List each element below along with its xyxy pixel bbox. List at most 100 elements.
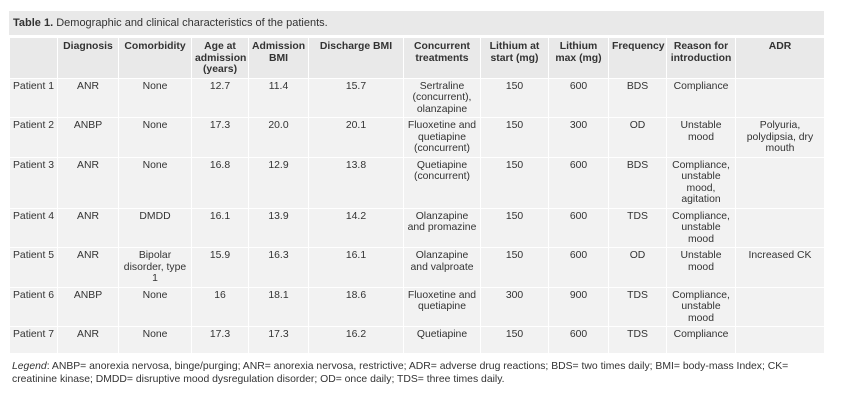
caption-text: Demographic and clinical characteristics… xyxy=(56,17,328,29)
table-legend: Legend: ANBP= anorexia nervosa, binge/pu… xyxy=(9,361,824,386)
cell-diagnosis: ANR xyxy=(57,207,119,248)
table-row: Patient 4 ANR DMDD 16.1 13.9 14.2 Olanza… xyxy=(9,207,825,248)
cell-admission-bmi: 17.3 xyxy=(248,326,309,354)
col-header-lithium-max: Lithium max (mg) xyxy=(548,37,609,79)
cell-reason: Compliance xyxy=(666,77,736,118)
cell-discharge-bmi: 15.7 xyxy=(308,77,404,118)
table-row: Patient 5 ANR Bipolar disorder, type 1 1… xyxy=(9,247,825,288)
cell-comorbidity: Bipolar disorder, type 1 xyxy=(118,247,192,288)
caption-label: Table 1. xyxy=(13,17,54,29)
cell-concurrent-treatments: Quetiapine xyxy=(403,326,481,354)
cell-patient: Patient 6 xyxy=(9,286,58,327)
cell-reason: Unstable mood xyxy=(666,117,736,158)
cell-adr: Increased CK xyxy=(735,247,825,288)
cell-adr: Polyuria, polydipsia, dry mouth xyxy=(735,117,825,158)
cell-patient: Patient 4 xyxy=(9,207,58,248)
cell-lithium-start: 300 xyxy=(480,286,549,327)
col-header-lithium-start: Lithium at start (mg) xyxy=(480,37,549,79)
legend-text: : ANBP= anorexia nervosa, binge/purging;… xyxy=(12,361,789,385)
cell-patient: Patient 2 xyxy=(9,117,58,158)
cell-concurrent-treatments: Fluoxetine and quetiapine xyxy=(403,286,481,327)
cell-age: 15.9 xyxy=(191,247,249,288)
cell-frequency: TDS xyxy=(608,207,667,248)
cell-lithium-max: 600 xyxy=(548,77,609,118)
cell-admission-bmi: 18.1 xyxy=(248,286,309,327)
col-header-frequency: Frequency xyxy=(608,37,667,79)
cell-frequency: TDS xyxy=(608,326,667,354)
header-row: Diagnosis Comorbidity Age at admission (… xyxy=(9,37,825,79)
cell-reason: Compliance, unstable mood xyxy=(666,286,736,327)
cell-reason: Compliance, unstable mood xyxy=(666,207,736,248)
col-header-concurrent-treatments: Concurrent treatments xyxy=(403,37,481,79)
cell-admission-bmi: 16.3 xyxy=(248,247,309,288)
cell-adr xyxy=(735,207,825,248)
cell-diagnosis: ANR xyxy=(57,156,119,209)
cell-diagnosis: ANBP xyxy=(57,286,119,327)
table-row: Patient 3 ANR None 16.8 12.9 13.8 Quetia… xyxy=(9,156,825,209)
cell-adr xyxy=(735,286,825,327)
cell-lithium-start: 150 xyxy=(480,77,549,118)
cell-discharge-bmi: 20.1 xyxy=(308,117,404,158)
cell-adr xyxy=(735,156,825,209)
cell-diagnosis: ANR xyxy=(57,326,119,354)
cell-adr xyxy=(735,77,825,118)
cell-adr xyxy=(735,326,825,354)
cell-age: 17.3 xyxy=(191,326,249,354)
col-header-diagnosis: Diagnosis xyxy=(57,37,119,79)
cell-frequency: TDS xyxy=(608,286,667,327)
cell-admission-bmi: 11.4 xyxy=(248,77,309,118)
col-header-patient xyxy=(9,37,58,79)
cell-discharge-bmi: 18.6 xyxy=(308,286,404,327)
cell-discharge-bmi: 16.2 xyxy=(308,326,404,354)
cell-diagnosis: ANR xyxy=(57,77,119,118)
cell-frequency: BDS xyxy=(608,77,667,118)
cell-lithium-start: 150 xyxy=(480,247,549,288)
cell-diagnosis: ANR xyxy=(57,247,119,288)
cell-comorbidity: DMDD xyxy=(118,207,192,248)
cell-age: 16.1 xyxy=(191,207,249,248)
cell-admission-bmi: 12.9 xyxy=(248,156,309,209)
cell-comorbidity: None xyxy=(118,77,192,118)
cell-concurrent-treatments: Olanzapine and promazine xyxy=(403,207,481,248)
cell-diagnosis: ANBP xyxy=(57,117,119,158)
cell-lithium-max: 600 xyxy=(548,156,609,209)
cell-admission-bmi: 13.9 xyxy=(248,207,309,248)
legend-label: Legend xyxy=(12,361,47,372)
cell-patient: Patient 5 xyxy=(9,247,58,288)
patients-table: Diagnosis Comorbidity Age at admission (… xyxy=(9,37,825,354)
cell-concurrent-treatments: Fluoxetine and quetiapine (concurrent) xyxy=(403,117,481,158)
cell-lithium-start: 150 xyxy=(480,156,549,209)
cell-lithium-start: 150 xyxy=(480,117,549,158)
cell-concurrent-treatments: Sertraline (concurrent), olanzapine xyxy=(403,77,481,118)
cell-comorbidity: None xyxy=(118,117,192,158)
cell-lithium-max: 300 xyxy=(548,117,609,158)
table-row: Patient 2 ANBP None 17.3 20.0 20.1 Fluox… xyxy=(9,117,825,158)
cell-lithium-max: 600 xyxy=(548,247,609,288)
table-row: Patient 6 ANBP None 16 18.1 18.6 Fluoxet… xyxy=(9,286,825,327)
cell-reason: Compliance xyxy=(666,326,736,354)
cell-reason: Unstable mood xyxy=(666,247,736,288)
cell-patient: Patient 1 xyxy=(9,77,58,118)
col-header-discharge-bmi: Discharge BMI xyxy=(308,37,404,79)
cell-admission-bmi: 20.0 xyxy=(248,117,309,158)
cell-patient: Patient 3 xyxy=(9,156,58,209)
cell-discharge-bmi: 16.1 xyxy=(308,247,404,288)
table-figure: Table 1. Demographic and clinical charac… xyxy=(9,11,825,386)
cell-discharge-bmi: 14.2 xyxy=(308,207,404,248)
cell-discharge-bmi: 13.8 xyxy=(308,156,404,209)
table-row: Patient 1 ANR None 12.7 11.4 15.7 Sertra… xyxy=(9,77,825,118)
cell-reason: Compliance, unstable mood, agitation xyxy=(666,156,736,209)
col-header-adr: ADR xyxy=(735,37,825,79)
col-header-comorbidity: Comorbidity xyxy=(118,37,192,79)
cell-patient: Patient 7 xyxy=(9,326,58,354)
col-header-admission-bmi: Admission BMI xyxy=(248,37,309,79)
cell-age: 16 xyxy=(191,286,249,327)
table-caption: Table 1. Demographic and clinical charac… xyxy=(9,11,824,37)
cell-age: 16.8 xyxy=(191,156,249,209)
cell-comorbidity: None xyxy=(118,326,192,354)
table-row: Patient 7 ANR None 17.3 17.3 16.2 Quetia… xyxy=(9,326,825,354)
cell-age: 12.7 xyxy=(191,77,249,118)
cell-frequency: OD xyxy=(608,247,667,288)
cell-frequency: BDS xyxy=(608,156,667,209)
cell-concurrent-treatments: Quetiapine (concurrent) xyxy=(403,156,481,209)
